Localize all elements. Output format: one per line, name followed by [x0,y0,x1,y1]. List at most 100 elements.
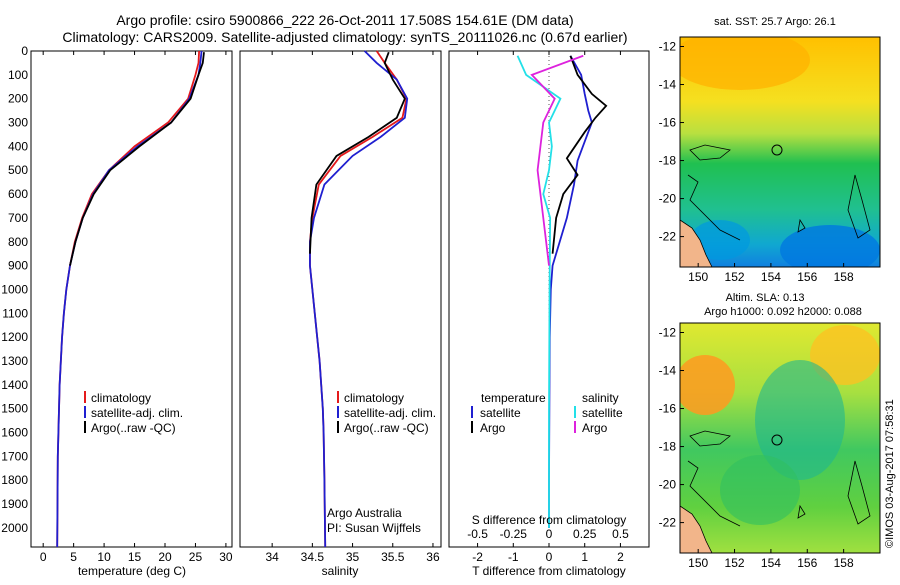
map-lat-label: -18 [659,440,677,454]
credit-institution: Argo Australia [327,506,402,520]
temperature-plot-frame [30,50,233,548]
depth-tick-label: 2000 [1,521,28,535]
sla-map-field [680,323,880,553]
depth-tick-label: 700 [8,211,28,225]
legend-title-salinity: salinity [582,391,619,405]
depth-axis: 0 100 200 300 400 500 600 700 800 900 1000 1100 1200… [1,44,649,535]
series-argo-raw-qc- [309,51,406,254]
map-lat-label: -14 [659,364,677,378]
x-tick-label: 34.5 [301,550,325,564]
sla-map-title-2: Argo h1000: 0.092 h2000: 0.088 [704,306,862,318]
x-tick-label: -2 [472,550,483,564]
legend-label-argo: Argo(..raw -QC) [91,421,176,435]
difference-series [516,54,608,528]
map-lon-label: 154 [761,270,781,284]
depth-tick-label: 1000 [1,282,28,296]
salinity-panel: 34 34.5 35 35.5 36 salinity climatology sate… [239,50,442,578]
depth-tick-label: 1100 [2,306,28,320]
sst-map-field [680,37,880,267]
legend-label-t-satellite: satellite [480,406,521,420]
x-tick-label: -1 [508,550,519,564]
map-lon-label: 150 [688,556,708,570]
depth-tick-label: 1800 [1,473,28,487]
legend-label-s-satellite: satellite [582,406,623,420]
x-tick-label: 0 [40,550,47,564]
map-lat-label: -16 [659,116,677,130]
land-australia [680,219,713,267]
legend-label-climatology: climatology [91,391,151,405]
sla-high-patch [680,355,735,415]
x-tick-label: 1 [581,550,588,564]
depth-tick-label: 1900 [1,497,28,511]
difference-xlabel: T difference from climatology [472,564,626,578]
map-lat-label: -14 [659,78,677,92]
legend-label-climatology: climatology [344,391,404,405]
imos-timestamp: ©IMOS 03-Aug-2017 07:58:31 [884,399,896,548]
temperature-panel: 0 5 10 15 20 25 30 temperature (deg C) climato… [30,50,233,578]
series-argo-raw-qc- [69,52,205,266]
map-lat-label: -22 [659,516,677,530]
argo-float-marker [771,144,783,156]
sst-map-frame [679,36,881,268]
salinity-x-ticks: 34 34.5 35 35.5 36 [265,51,440,564]
map-lon-label: 154 [761,556,781,570]
map-lat-label: -16 [659,402,677,416]
series-salinity-argo [530,54,584,266]
top-tick-label: 0.25 [573,527,597,541]
salinity-xlabel: salinity [322,564,359,578]
difference-panel: -2 -1 0 1 2 -0.5 -0.25 0 0.25 0.5 T difference fr… [448,50,650,578]
sla-low-patch [720,455,800,525]
title-line-2: Climatology: CARS2009. Satellite-adjuste… [62,29,627,45]
legend-label-satellite: satellite-adj. clim. [91,406,183,420]
series-temperature-argo [551,55,608,254]
depth-tick-label: 600 [8,187,28,201]
x-tick-label: 2 [617,550,624,564]
map-lat-label: -20 [659,478,677,492]
map-lon-label: 150 [688,270,708,284]
top-tick-label: -0.25 [500,527,528,541]
sla-high-patch [810,325,880,385]
depth-tick-label: 1300 [1,354,28,368]
temperature-xlabel: temperature (deg C) [78,564,186,578]
depth-tick-label: 800 [8,235,28,249]
sst-map-ticks: 150 152 154 156 158 -12 -14 -16 -18 -20 -22 [659,40,854,284]
reef-outline [687,430,871,527]
depth-tick-label: 1200 [1,330,28,344]
sst-map-title: sat. SST: 25.7 Argo: 26.1 [714,16,836,28]
map-lon-label: 158 [834,556,854,570]
argo-float-marker [771,434,783,446]
reef-outline [687,144,871,241]
credit-pi: PI: Susan Wijffels [327,521,421,535]
sst-map: sat. SST: 25.7 Argo: 26.1 150 152 154 156 15… [659,16,881,284]
x-tick-label: 30 [219,550,233,564]
sst-cool-patch [780,225,880,267]
temperature-legend: climatology satellite-adj. clim. Argo(..… [84,391,183,435]
legend-label-t-argo: Argo [480,421,506,435]
salinity-series [309,50,409,548]
x-tick-label: 10 [97,550,111,564]
x-tick-label: 35 [346,550,360,564]
x-tick-label: 35.5 [381,550,405,564]
x-tick-label: 36 [426,550,440,564]
top-tick-label: 0.5 [612,527,629,541]
depth-tick-label: 400 [8,139,28,153]
depth-tick-label: 900 [8,259,28,273]
sla-map: Altim. SLA: 0.13 Argo h1000: 0.092 h2000… [659,292,881,570]
legend-label-s-argo: Argo [582,421,608,435]
legend-label-argo: Argo(..raw -QC) [344,421,429,435]
map-lon-label: 156 [797,270,817,284]
map-lat-label: -18 [659,154,677,168]
legend-label-satellite: satellite-adj. clim. [344,406,436,420]
x-tick-label: 5 [70,550,77,564]
temperature-series [56,50,205,548]
sla-map-frame [679,322,881,554]
series-salinity-satellite [516,55,562,528]
map-lat-label: -12 [659,326,677,340]
map-lat-label: -12 [659,40,677,54]
map-lat-label: -20 [659,192,677,206]
depth-tick-label: 100 [8,68,28,82]
depth-tick-label: 1400 [1,378,28,392]
temperature-x-ticks: 0 5 10 15 20 25 30 [40,51,233,564]
sla-map-title-1: Altim. SLA: 0.13 [726,292,805,304]
